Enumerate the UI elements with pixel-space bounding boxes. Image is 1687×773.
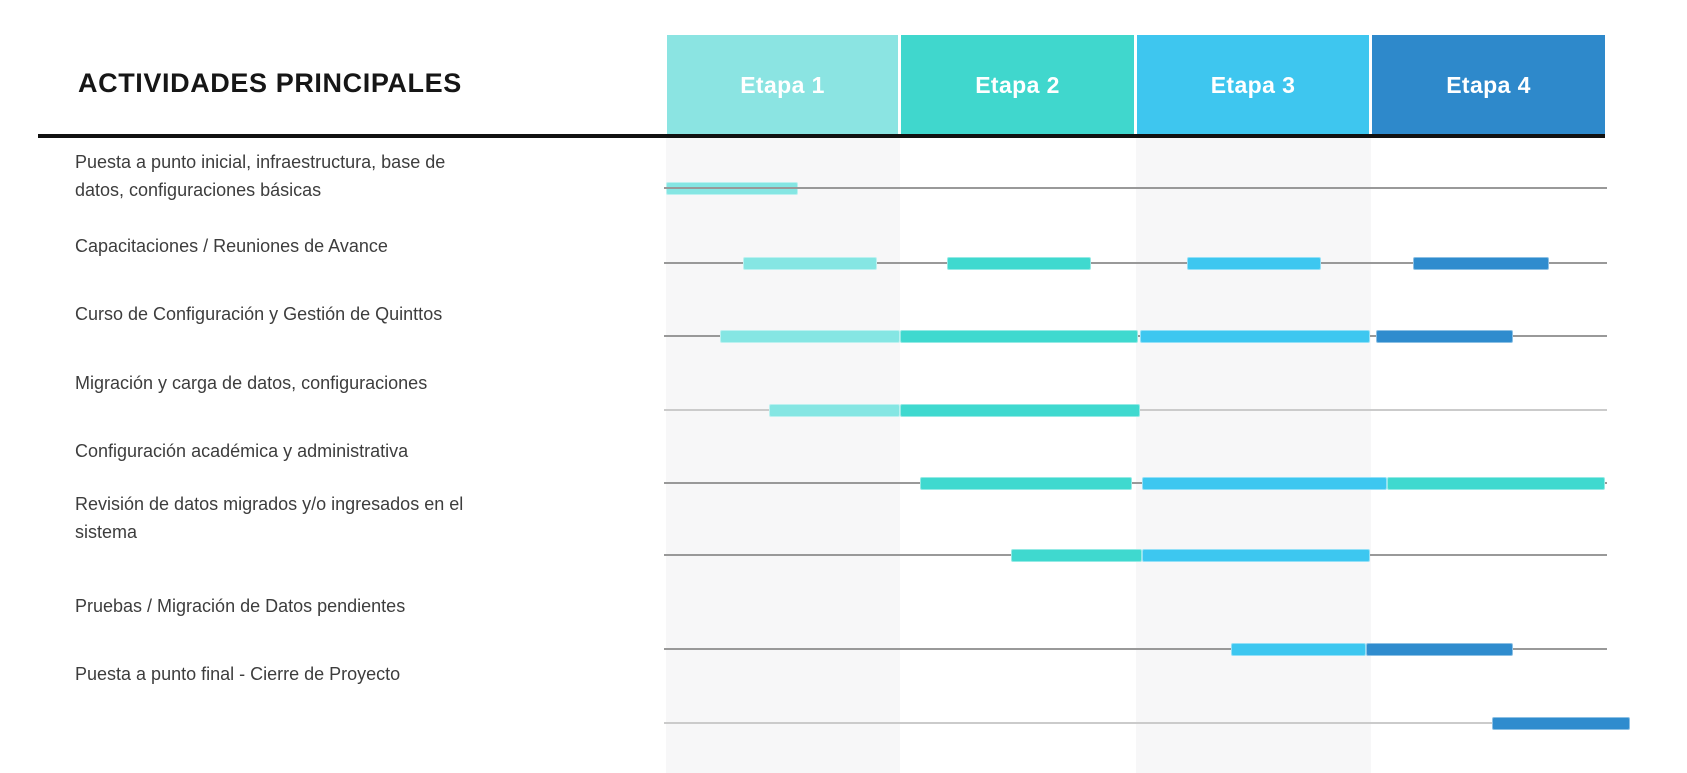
activity-label-line: Curso de Configuración y Gestión de Quin… [75, 304, 443, 324]
gantt-bar-etapa-4 [1366, 643, 1513, 656]
gantt-bar-etapa-2 [920, 477, 1132, 490]
row-gridline [664, 482, 1607, 484]
gantt-bar-etapa-4 [1413, 257, 1549, 270]
gantt-bar-etapa-3 [1142, 477, 1387, 490]
activity-label-line: Capacitaciones / Reuniones de Avance [75, 236, 388, 256]
activity-label: Configuración académica y administrativa [75, 437, 620, 465]
gantt-bar-etapa-3 [1140, 330, 1370, 343]
stage-header-etapa-2: Etapa 2 [901, 35, 1134, 135]
gantt-bar-etapa-3 [1142, 549, 1370, 562]
gantt-bar-etapa-3 [1187, 257, 1321, 270]
column-stripe-2 [1136, 138, 1371, 773]
activity-label: Puesta a punto inicial, infraestructura,… [75, 148, 620, 204]
gantt-bar-etapa-2 [947, 257, 1091, 270]
activity-label-line: Pruebas / Migración de Datos pendientes [75, 596, 406, 616]
stage-header-etapa-4: Etapa 4 [1372, 35, 1605, 135]
activity-label: Curso de Configuración y Gestión de Quin… [75, 300, 620, 328]
activity-label-line: Revisión de datos migrados y/o ingresado… [75, 494, 464, 514]
gantt-bar-etapa-1 [769, 404, 900, 417]
activity-label: Revisión de datos migrados y/o ingresado… [75, 490, 620, 546]
activity-label-line: Migración y carga de datos, configuracio… [75, 373, 428, 393]
header-divider [38, 134, 1605, 138]
activity-label-line: Puesta a punto inicial, infraestructura,… [75, 152, 446, 172]
gantt-bar-etapa-3 [1231, 643, 1366, 656]
row-gridline [664, 648, 1607, 650]
gantt-bar-etapa-2 [1011, 549, 1142, 562]
activity-label-line: datos, configuraciones básicas [75, 180, 322, 200]
activity-label: Capacitaciones / Reuniones de Avance [75, 232, 620, 260]
row-gridline [664, 187, 1607, 189]
activity-label-line: Puesta a punto final - Cierre de Proyect… [75, 664, 401, 684]
gantt-bar-etapa-1 [743, 257, 877, 270]
activity-label: Puesta a punto final - Cierre de Proyect… [75, 660, 620, 688]
activity-label-line: Configuración académica y administrativa [75, 441, 409, 461]
gantt-bar-etapa-4 [1376, 330, 1513, 343]
gantt-bar-etapa-1 [720, 330, 900, 343]
row-gridline [664, 262, 1607, 264]
stage-header-etapa-1: Etapa 1 [667, 35, 898, 135]
column-stripe-1 [666, 138, 900, 773]
gantt-bar-etapa-2 [1387, 477, 1605, 490]
activity-label: Pruebas / Migración de Datos pendientes [75, 592, 620, 620]
activity-label-line: sistema [75, 522, 138, 542]
gantt-bar-etapa-2 [900, 404, 1140, 417]
row-gridline [664, 722, 1607, 724]
gantt-bar-etapa-2 [900, 330, 1138, 343]
stage-header-etapa-3: Etapa 3 [1137, 35, 1369, 135]
page-title: ACTIVIDADES PRINCIPALES [78, 68, 462, 98]
gantt-bar-etapa-4 [1492, 717, 1630, 730]
activity-label: Migración y carga de datos, configuracio… [75, 369, 620, 397]
